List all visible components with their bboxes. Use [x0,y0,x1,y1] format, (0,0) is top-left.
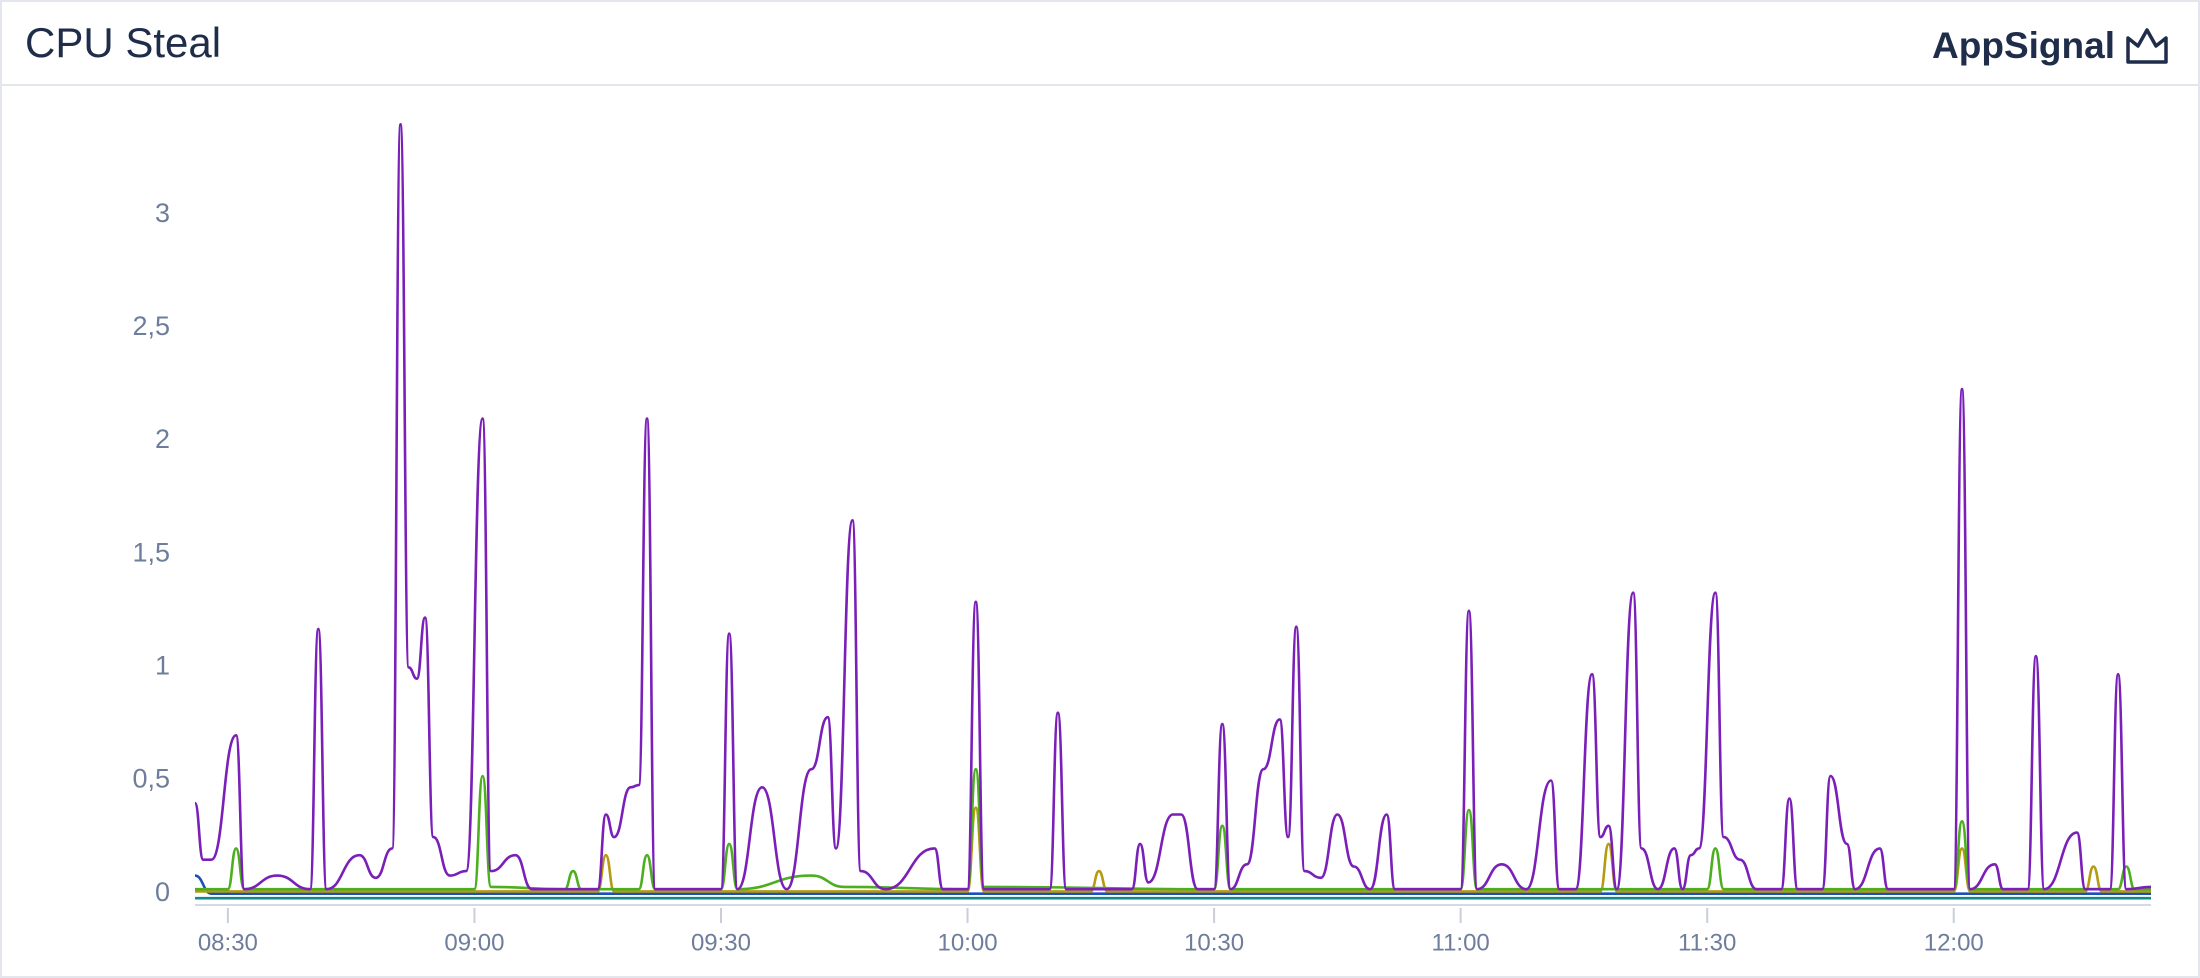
y-tick-label: 2 [155,424,170,454]
series-line [195,767,2151,891]
x-tick-label: 09:30 [691,929,751,956]
x-tick-label: 10:00 [938,929,998,956]
y-tick-label: 0,5 [132,764,170,794]
chart-title: CPU Steal [25,19,221,66]
y-tick-label: 1,5 [132,537,170,567]
x-tick-label: 09:00 [444,929,504,956]
series-line [194,874,2151,896]
x-tick-label: 11:30 [1678,929,1736,956]
y-tick-label: 3 [155,198,170,228]
y-tick-label: 1 [155,651,170,681]
x-tick-label: 12:00 [1924,929,1984,956]
y-tick-label: 2,5 [132,311,170,341]
x-tick-label: 10:30 [1184,929,1244,956]
x-tick-label: 11:00 [1432,929,1490,956]
plot-area: 0 0,5 1 1,5 2 2,5 3 08:30 09:00 09:30 10:00 10:30 11… [132,123,2152,956]
brand: AppSignal [1932,25,2115,66]
series-line [195,806,2151,893]
series-line [193,123,2152,891]
brand-logo [2126,28,2168,64]
y-tick-label: 0 [155,877,170,907]
x-tick-label: 08:30 [198,929,258,956]
